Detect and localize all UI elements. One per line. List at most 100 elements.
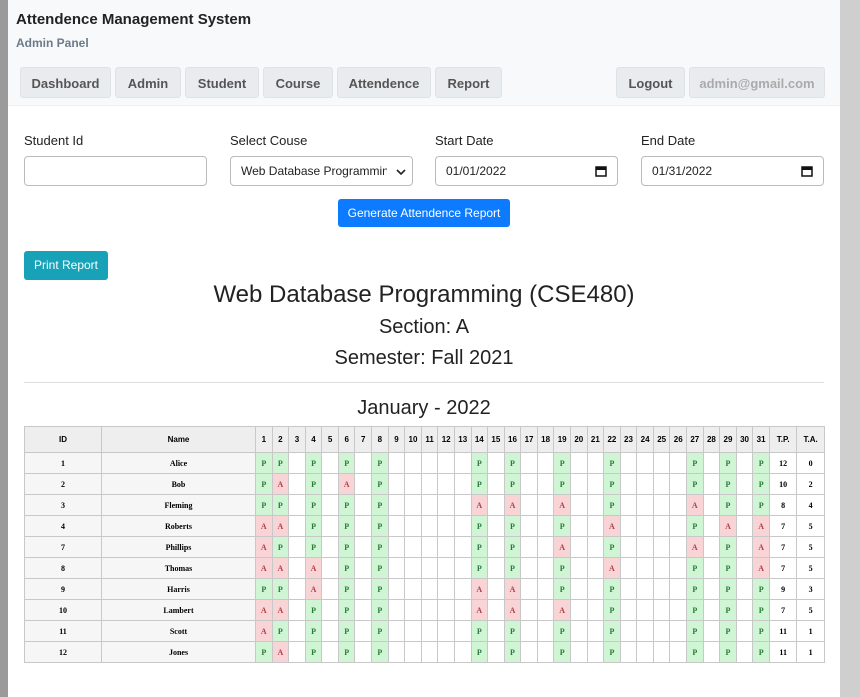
date-input[interactable]: 01/01/2022 [435, 156, 618, 186]
attendance-cell [619, 452, 638, 474]
attendance-cell: P [553, 620, 571, 642]
nav-button[interactable]: Attendence [337, 67, 431, 98]
student-cell: Phillips [101, 536, 256, 558]
attendance-cell [453, 515, 472, 537]
attendance-table: ID Name 1 2 3 4 5 6 7 8 9 10 11 12 13 14 15 16 17 18 19 20 21 2… [24, 426, 825, 663]
window-edge [0, 0, 8, 697]
attendance-cell: P [371, 515, 389, 537]
attendance-cell [669, 536, 688, 558]
user-email[interactable]: admin@gmail.com [689, 67, 825, 98]
column-header: 30 [735, 426, 754, 453]
attendance-cell [619, 536, 638, 558]
attendance-cell [569, 494, 588, 516]
nav-button[interactable]: Course [263, 67, 333, 98]
student-cell: Scott [101, 620, 256, 642]
attendance-cell [487, 536, 505, 558]
attendance-cell: P [686, 599, 704, 621]
generate-button[interactable]: Generate Attendence Report [338, 199, 510, 227]
attendance-cell: A [470, 599, 489, 621]
nav-button[interactable]: Admin [115, 67, 181, 98]
attendance-cell [636, 578, 654, 600]
attendance-cell [404, 536, 422, 558]
attendance-cell [735, 557, 754, 579]
text-input[interactable] [24, 156, 207, 186]
student-cell: 9 [24, 578, 102, 600]
attendance-cell: A [752, 557, 770, 579]
attendance-cell: A [603, 515, 621, 537]
app-subtitle: Admin Panel [16, 36, 89, 50]
attendance-cell: P [371, 473, 389, 495]
attendance-cell [354, 473, 373, 495]
student-cell: 11 [24, 620, 102, 642]
nav-button[interactable]: Dashboard [20, 67, 111, 98]
attendance-cell: P [371, 599, 389, 621]
attendance-cell: P [337, 641, 356, 663]
attendance-cell [735, 620, 754, 642]
attendance-cell: P [304, 473, 323, 495]
column-header: 3 [288, 426, 306, 453]
attendance-cell [420, 578, 439, 600]
attendance-cell [437, 578, 455, 600]
student-row: 3 Fleming P P P P P A A A P A P P 8 4 [24, 494, 825, 516]
attendance-cell: P [719, 473, 737, 495]
date-input[interactable]: 01/31/2022 [641, 156, 824, 186]
attendance-cell [387, 515, 406, 537]
attendance-cell [321, 641, 339, 663]
nav-button[interactable]: Report [435, 67, 502, 98]
attendance-cell [586, 620, 605, 642]
column-header: 31 [752, 426, 770, 453]
attendance-cell [288, 473, 306, 495]
attendance-cell [735, 599, 754, 621]
attendance-cell [735, 494, 754, 516]
attendance-cell [404, 557, 422, 579]
column-header: 28 [702, 426, 721, 453]
column-header: ID [24, 426, 102, 453]
attendance-cell: A [603, 557, 621, 579]
attendance-cell: P [470, 515, 489, 537]
attendance-cell: P [752, 641, 770, 663]
column-header: 16 [503, 426, 522, 453]
attendance-cell [404, 494, 422, 516]
attendance-cell: A [271, 599, 290, 621]
course-select[interactable]: Web Database Programming [230, 156, 413, 186]
attendance-cell [636, 599, 654, 621]
attendance-cell [453, 536, 472, 558]
attendance-cell [702, 494, 721, 516]
attendance-cell [569, 599, 588, 621]
attendance-cell: A [503, 578, 522, 600]
logout-button[interactable]: Logout [616, 67, 685, 98]
attendance-cell [536, 557, 555, 579]
nav-button[interactable]: Student [185, 67, 259, 98]
attendance-cell: A [470, 494, 489, 516]
attendance-cell [619, 578, 638, 600]
attendance-cell [487, 620, 505, 642]
attendance-cell: A [719, 515, 737, 537]
attendance-cell [453, 473, 472, 495]
attendance-cell [569, 536, 588, 558]
attendance-cell [536, 620, 555, 642]
attendance-cell [453, 557, 472, 579]
print-button[interactable]: Print Report [24, 251, 108, 280]
attendance-cell [702, 557, 721, 579]
attendance-cell [652, 620, 671, 642]
attendance-cell [702, 620, 721, 642]
attendance-cell [321, 494, 339, 516]
attendance-cell [569, 473, 588, 495]
attendance-cell: P [470, 452, 489, 474]
column-header: 9 [387, 426, 406, 453]
attendance-cell: P [686, 473, 704, 495]
attendance-cell: P [603, 452, 621, 474]
attendance-cell [569, 620, 588, 642]
attendance-cell: P [337, 494, 356, 516]
attendance-cell: P [371, 452, 389, 474]
attendance-cell: A [255, 557, 273, 579]
column-header: 26 [669, 426, 688, 453]
attendance-cell [288, 578, 306, 600]
attendance-cell [420, 557, 439, 579]
attendance-cell: P [371, 641, 389, 663]
attendance-cell [288, 620, 306, 642]
attendance-cell: P [503, 452, 522, 474]
attendance-cell [569, 641, 588, 663]
attendance-cell [636, 452, 654, 474]
attendance-cell [321, 452, 339, 474]
